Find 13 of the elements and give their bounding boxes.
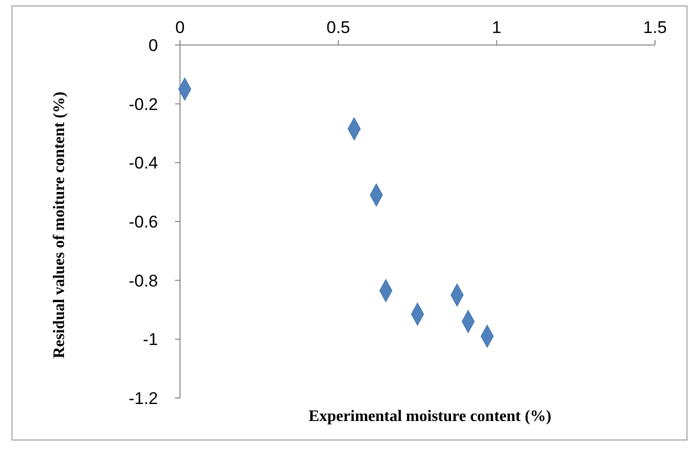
y-tick-label: -0.4 bbox=[128, 154, 158, 173]
y-tick-label: -0.2 bbox=[128, 94, 158, 114]
x-tick-label: 0.5 bbox=[326, 18, 350, 37]
y-tick-label: -0.6 bbox=[128, 212, 158, 232]
x-axis-title: Experimental moisture content (%) bbox=[308, 408, 552, 425]
x-tick-label: 1 bbox=[492, 18, 502, 37]
x-tick-label: 1.5 bbox=[643, 18, 667, 37]
x-tick-label: 0 bbox=[175, 18, 185, 37]
y-axis-title: Residual values of moiture content (%) bbox=[50, 92, 69, 358]
y-tick-label: 0 bbox=[148, 36, 158, 55]
y-tick-label: -1.2 bbox=[128, 388, 158, 408]
y-tick-label: -0.8 bbox=[128, 271, 158, 290]
y-tick-label: -1 bbox=[142, 330, 158, 350]
